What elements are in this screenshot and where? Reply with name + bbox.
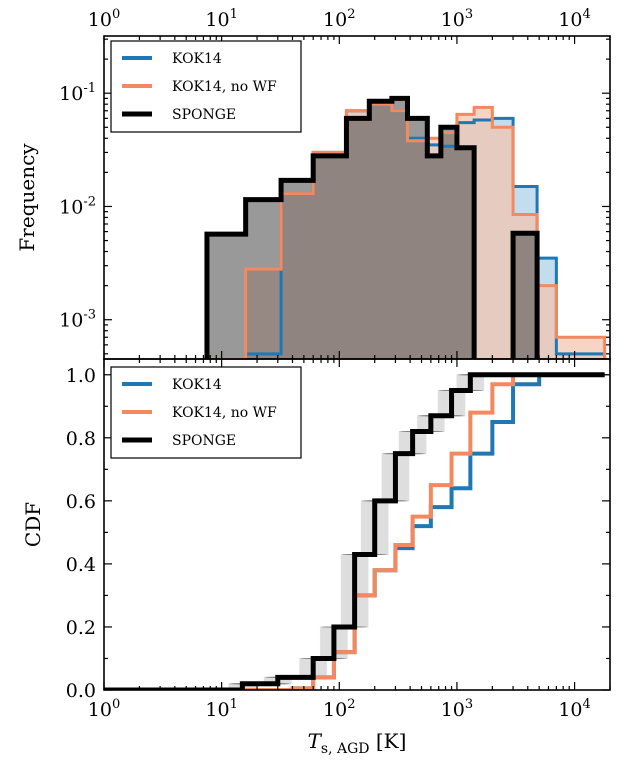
top-histogram-panel (204, 95, 607, 359)
bottom-y-tick-label: 0.0 (66, 680, 96, 702)
bottom-y-axis-label: CDF (21, 502, 45, 547)
cdf-realization (116, 374, 610, 690)
cdf-realization (109, 374, 610, 690)
cdf-realization (115, 374, 610, 690)
cdf-realization (117, 374, 610, 690)
x-axis-label: Ts, AGD [K] (308, 729, 407, 757)
top-x-tick-label: 103 (441, 7, 473, 31)
cdf-realization (117, 374, 610, 690)
cdf-realization (114, 374, 610, 690)
cdf-realization (110, 374, 610, 690)
bottom-y-tick-label: 0.2 (66, 617, 96, 639)
cdf-realization (113, 374, 610, 690)
top-x-tick-label: 104 (558, 7, 590, 31)
x-tick-label: 101 (205, 697, 237, 721)
bottom-axes-frame (103, 358, 611, 691)
legend-label: KOK14 (172, 51, 222, 67)
cdf-realization (111, 374, 610, 690)
top-y-axis-label: Frequency (15, 143, 39, 252)
top-x-tick-label: 100 (88, 7, 120, 31)
top-y-tick-label: 10-1 (59, 81, 96, 105)
cdf-realization (108, 374, 610, 690)
cdf-line-kok14-no-wf (104, 372, 605, 690)
cdf-line-sponge (104, 372, 605, 690)
cdf-realization (115, 374, 610, 690)
legend-label: SPONGE (172, 433, 236, 449)
cdf-realization (108, 374, 609, 690)
legend-label: SPONGE (172, 107, 236, 123)
hist-line-sponge (204, 95, 540, 359)
x-tick-label: 100 (88, 697, 120, 721)
bottom-y-tick-label: 1.0 (66, 365, 96, 387)
cdf-realization (106, 374, 608, 690)
legend-label: KOK14 (172, 377, 222, 393)
top-x-tick-label: 102 (323, 7, 355, 31)
hist-fill-sponge (206, 98, 605, 359)
cdf-area (104, 372, 610, 690)
cdf-realization (112, 374, 610, 690)
x-tick-label: 104 (558, 697, 590, 721)
cdf-realization (112, 374, 610, 690)
axes: 100 101 102 103 104 100 101 102 103 104 10-3 10-2 10… (15, 7, 611, 757)
top-y-tick-label: 10-3 (59, 308, 96, 332)
cdf-realization (113, 374, 610, 690)
bottom-cdf-panel (104, 372, 610, 690)
cdf-realization (107, 374, 609, 690)
histogram-area (204, 95, 607, 359)
x-tick-label: 102 (323, 697, 355, 721)
x-tick-label: 103 (441, 697, 473, 721)
cdf-realization (107, 374, 609, 690)
bottom-y-tick-label: 0.8 (66, 428, 96, 450)
legend-label: KOK14, no WF (172, 79, 277, 95)
cdf-realization (114, 374, 610, 690)
bottom-y-tick-label: 0.4 (66, 554, 96, 576)
cdf-realization (112, 374, 610, 690)
top-x-tick-label: 101 (205, 7, 237, 31)
bottom-y-tick-label: 0.6 (66, 491, 96, 513)
cdf-realization (111, 374, 610, 690)
legend-label: KOK14, no WF (172, 405, 277, 421)
cdf-realization (116, 374, 610, 690)
cdf-realization (106, 374, 608, 690)
cdf-realization (110, 374, 610, 690)
cdf-realization (109, 374, 610, 690)
top-y-tick-label: 10-2 (59, 194, 96, 218)
